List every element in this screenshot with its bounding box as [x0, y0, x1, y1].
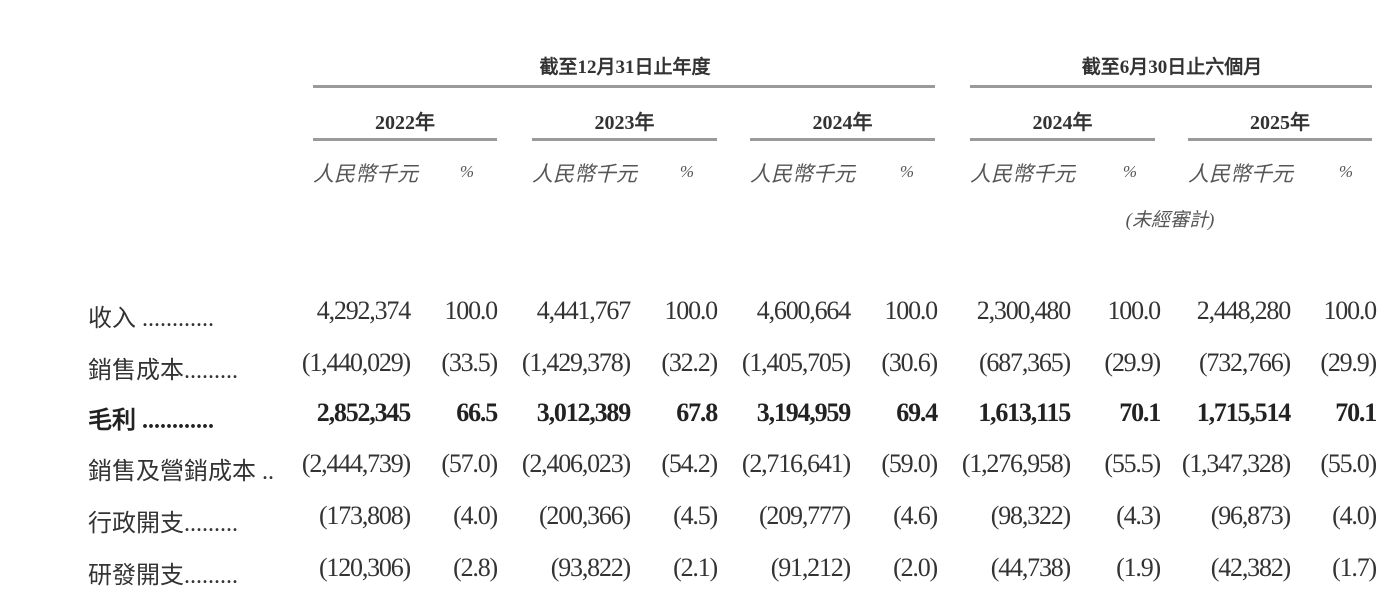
percent-cell: (1.7) [1332, 553, 1377, 582]
amount-cell: (93,822) [550, 553, 631, 582]
percent-cell: (4.5) [673, 501, 718, 530]
percent-cell: (57.0) [441, 449, 498, 478]
amount-cell: (173,808) [318, 501, 411, 530]
amount-cell: 4,600,664 [756, 296, 851, 325]
percent-cell: (55.5) [1104, 449, 1161, 478]
percent-cell: (4.6) [893, 501, 938, 530]
percent-cell: (54.2) [661, 449, 718, 478]
amount-cell: (1,429,378) [521, 348, 631, 377]
percent-cell: 70.1 [1335, 398, 1377, 427]
year-header: 2025年 [1250, 112, 1310, 134]
unit-label: 人民幣千元 [532, 162, 637, 186]
percent-label: % [1122, 162, 1138, 181]
unaudited-note: (未經審計) [1125, 210, 1215, 231]
percent-cell: (59.0) [881, 449, 938, 478]
table-row: 銷售及營銷成本 .. (2,444,739) (57.0) (2,406,023) (5… [0, 449, 1400, 489]
amount-cell: (732,766) [1198, 348, 1291, 377]
row-label: 銷售及營銷成本 .. [88, 459, 274, 485]
percent-cell: (4.0) [453, 501, 498, 530]
unit-label: 人民幣千元 [970, 162, 1075, 186]
amount-cell: 3,194,959 [756, 398, 851, 427]
percent-cell: (33.5) [441, 348, 498, 377]
percent-label: % [459, 162, 475, 181]
unit-label: 人民幣千元 [1188, 162, 1293, 186]
row-label: 收入 ............ [88, 306, 214, 332]
percent-cell: 100.0 [444, 296, 498, 325]
amount-cell: 2,852,345 [316, 398, 411, 427]
percent-cell: 69.4 [896, 398, 938, 427]
amount-cell: (42,382) [1210, 553, 1291, 582]
percent-cell: (2.8) [453, 553, 498, 582]
table-row: 研發開支......... (120,306) (2.8) (93,822) (2.1)… [0, 553, 1400, 593]
percent-cell: 100.0 [884, 296, 938, 325]
amount-cell: (1,440,029) [301, 348, 411, 377]
amount-cell: (1,405,705) [741, 348, 851, 377]
divider [313, 85, 935, 88]
amount-cell: (1,347,328) [1181, 449, 1291, 478]
amount-cell: (687,365) [978, 348, 1071, 377]
percent-cell: 70.1 [1119, 398, 1161, 427]
group-title-annual: 截至12月31日止年度 [539, 57, 711, 78]
amount-cell: 2,448,280 [1196, 296, 1291, 325]
amount-cell: (98,322) [990, 501, 1071, 530]
amount-cell: 1,613,115 [978, 398, 1071, 427]
amount-cell: (2,716,641) [741, 449, 851, 478]
unit-label: 人民幣千元 [750, 162, 855, 186]
table-row: 行政開支......... (173,808) (4.0) (200,366) (4.5… [0, 501, 1400, 541]
table-row: 毛利 ............ 2,852,345 66.5 3,012,389 67.… [0, 398, 1400, 438]
divider [970, 85, 1372, 88]
year-header: 2022年 [375, 112, 435, 134]
amount-cell: (120,306) [318, 553, 411, 582]
percent-cell: (55.0) [1320, 449, 1377, 478]
percent-cell: 100.0 [1107, 296, 1161, 325]
amount-cell: (209,777) [758, 501, 851, 530]
amount-cell: 1,715,514 [1196, 398, 1291, 427]
year-header: 2024年 [812, 112, 873, 134]
table-row: 銷售成本......... (1,440,029) (33.5) (1,429,378… [0, 348, 1400, 388]
amount-cell: 4,292,374 [316, 296, 411, 325]
amount-cell: (44,738) [990, 553, 1071, 582]
row-label: 毛利 ............ [88, 408, 214, 434]
year-header: 2023年 [594, 112, 655, 134]
amount-cell: 3,012,389 [536, 398, 631, 427]
percent-cell: (2.0) [893, 553, 938, 582]
amount-cell: 4,441,767 [536, 296, 631, 325]
divider [750, 138, 935, 141]
amount-cell: (91,212) [770, 553, 851, 582]
percent-label: % [899, 162, 915, 181]
percent-cell: (1.9) [1116, 553, 1161, 582]
table-row: 收入 ............ 4,292,374 100.0 4,441,767 10… [0, 296, 1400, 336]
percent-cell: (4.0) [1332, 501, 1377, 530]
percent-cell: 66.5 [456, 398, 498, 427]
percent-cell: 67.8 [676, 398, 718, 427]
amount-cell: 2,300,480 [976, 296, 1071, 325]
percent-label: % [1338, 162, 1354, 181]
percent-cell: (29.9) [1104, 348, 1161, 377]
divider [1188, 138, 1372, 141]
percent-cell: (4.3) [1116, 501, 1161, 530]
year-header: 2024年 [1032, 112, 1093, 134]
percent-cell: (30.6) [881, 348, 938, 377]
percent-cell: (2.1) [673, 553, 718, 582]
unit-label: 人民幣千元 [313, 162, 418, 186]
amount-cell: (200,366) [538, 501, 631, 530]
amount-cell: (2,444,739) [301, 449, 411, 478]
divider [970, 138, 1155, 141]
percent-cell: (29.9) [1320, 348, 1377, 377]
divider [532, 138, 717, 141]
row-label: 研發開支......... [88, 563, 238, 589]
divider [313, 138, 497, 141]
percent-label: % [679, 162, 695, 181]
amount-cell: (96,873) [1210, 501, 1291, 530]
percent-cell: (32.2) [661, 348, 718, 377]
row-label: 行政開支......... [88, 511, 238, 537]
row-label: 銷售成本......... [88, 358, 238, 384]
percent-cell: 100.0 [664, 296, 718, 325]
amount-cell: (2,406,023) [521, 449, 631, 478]
group-title-half-year: 截至6月30日止六個月 [1081, 57, 1263, 78]
percent-cell: 100.0 [1323, 296, 1377, 325]
amount-cell: (1,276,958) [961, 449, 1071, 478]
